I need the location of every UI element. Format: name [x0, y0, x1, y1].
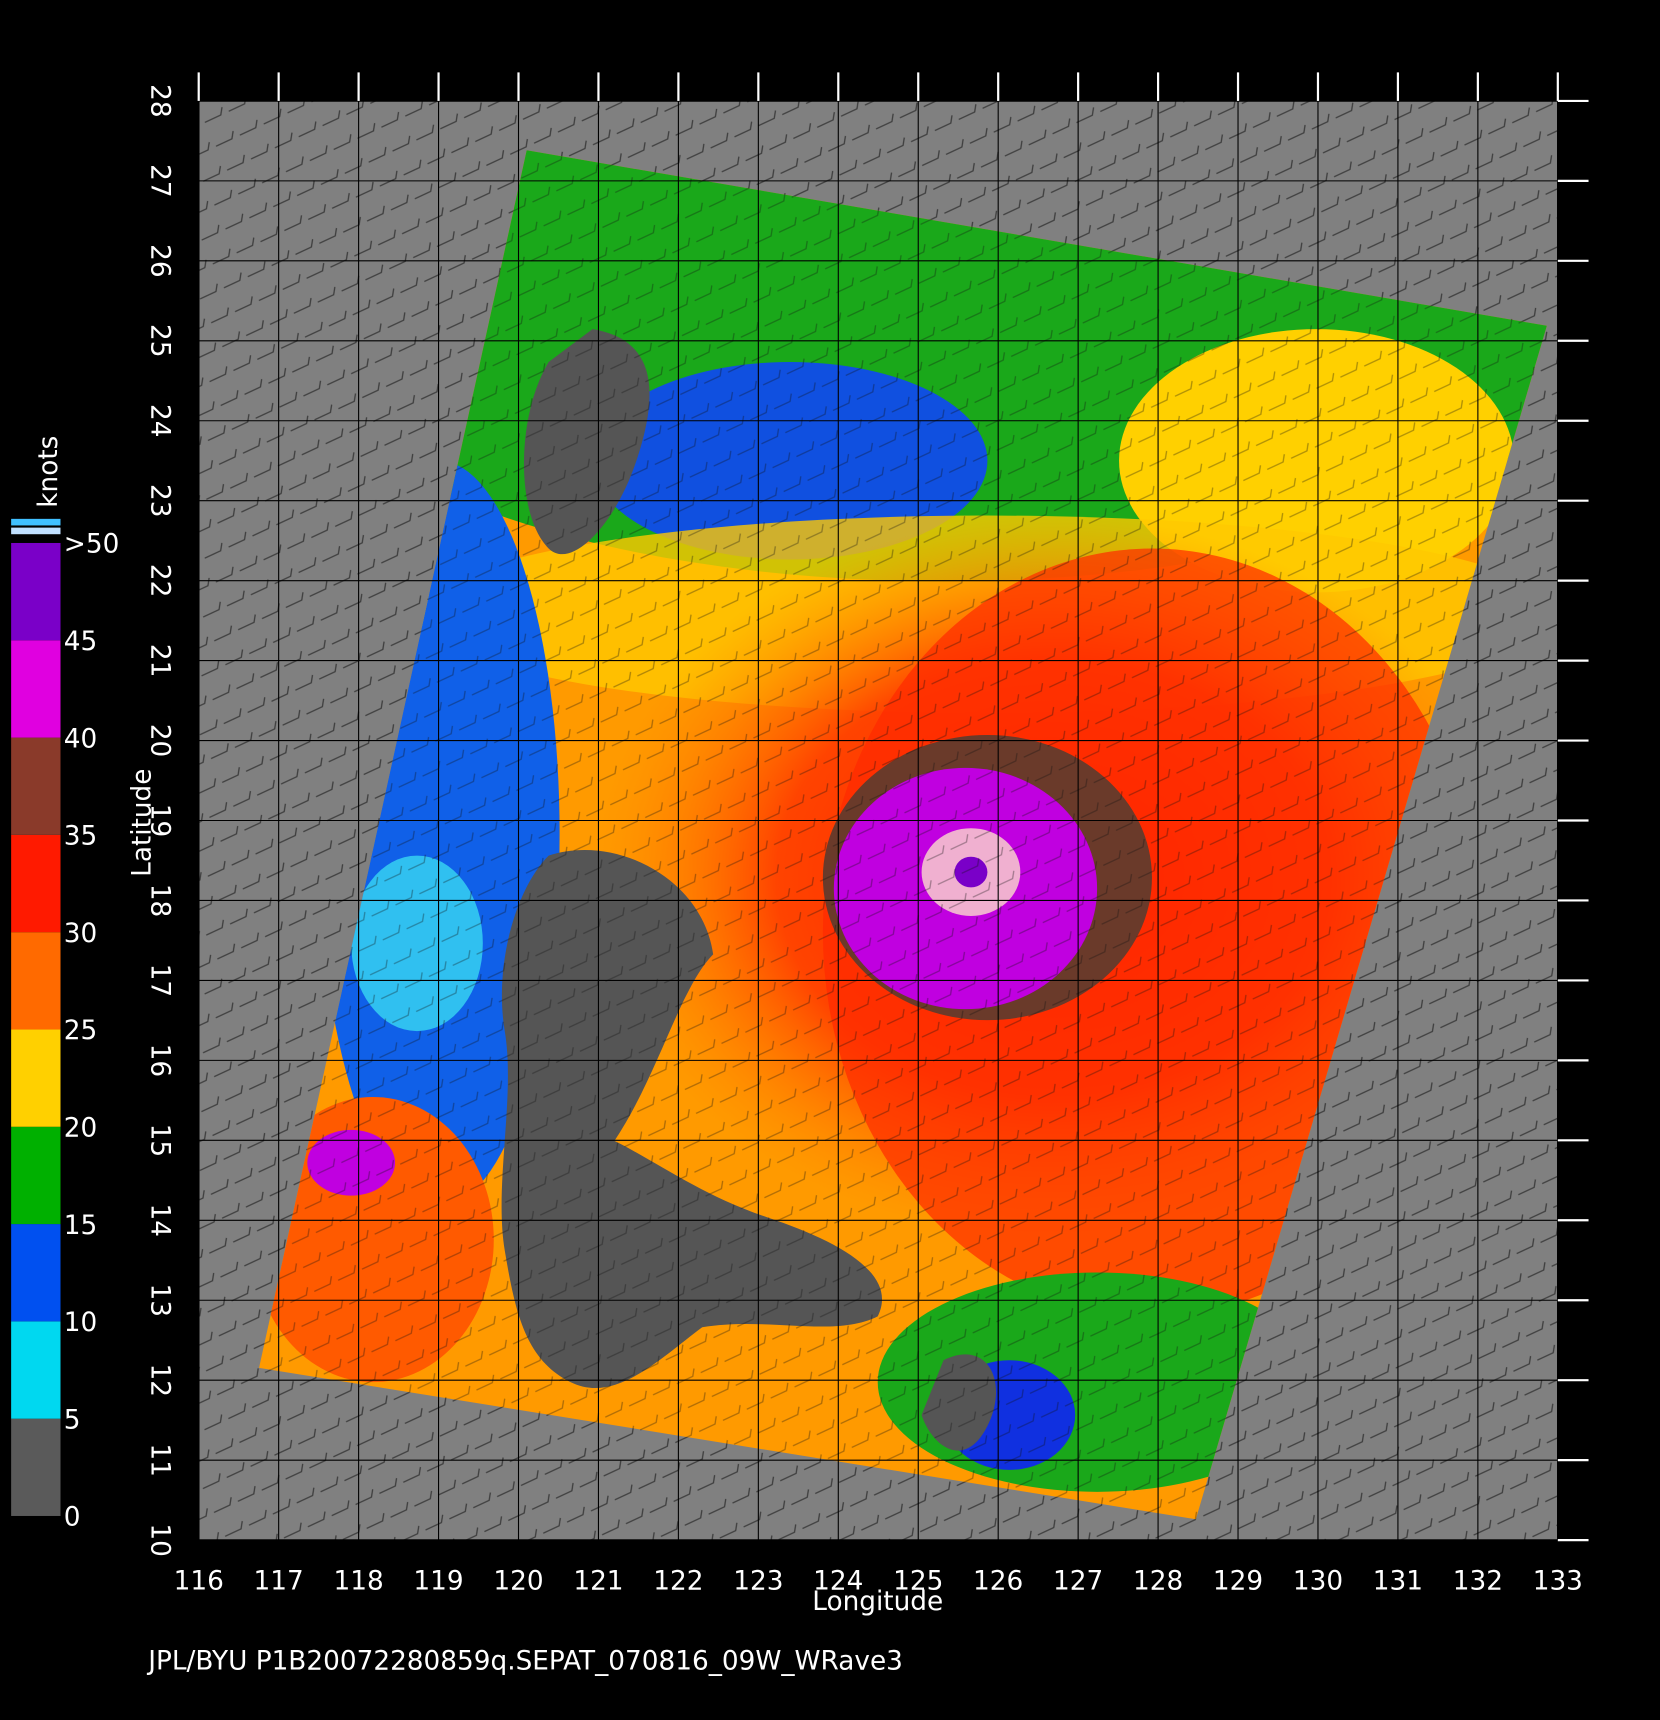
y-tick-label: 25 [145, 324, 175, 357]
colorbar-tick-label: 35 [64, 822, 97, 852]
colorbar-segment [11, 932, 61, 1030]
y-tick-label: 15 [145, 1124, 175, 1157]
y-tick-label: 28 [145, 84, 175, 117]
colorbar-tick-label: 15 [64, 1211, 97, 1241]
y-tick-label: 23 [145, 484, 175, 517]
y-tick-label: 10 [145, 1523, 175, 1556]
x-tick-label: 119 [413, 1566, 463, 1596]
colorbar-tick-label: 0 [64, 1503, 81, 1533]
colorbar-tick-label: 10 [64, 1308, 97, 1338]
colorbar-tick-label: 40 [64, 724, 97, 754]
x-tick-label: 123 [733, 1566, 783, 1596]
y-axis-label: Latitude [127, 769, 157, 877]
colorbar-tick-label: 5 [64, 1405, 81, 1435]
colorbar-top [11, 518, 61, 526]
y-tick-label: 27 [145, 164, 175, 197]
x-tick-label: 124 [813, 1566, 863, 1596]
x-tick-label: 130 [1293, 1566, 1343, 1596]
y-tick-label: 17 [145, 964, 175, 997]
x-tick-label: 127 [1053, 1566, 1103, 1596]
x-tick-label: 126 [973, 1566, 1023, 1596]
colorbar-tick-label: 20 [64, 1113, 97, 1143]
colorbar-segment [11, 1418, 61, 1516]
colorbar-segment [11, 640, 61, 738]
x-axis-label: Longitude [812, 1587, 943, 1617]
colorbar-segment [11, 1224, 61, 1322]
y-tick-label: 13 [145, 1283, 175, 1316]
colorbar-label: knots [34, 436, 64, 508]
colorbar-tick-label: >50 [64, 530, 120, 560]
x-tick-label: 122 [653, 1566, 703, 1596]
colorbar-segment [11, 1321, 61, 1419]
colorbar-segment [11, 1029, 61, 1127]
y-tick-label: 22 [145, 564, 175, 597]
x-tick-label: 132 [1453, 1566, 1503, 1596]
colorbar-segment [11, 1126, 61, 1225]
y-tick-label: 18 [145, 884, 175, 917]
y-tick-label: 26 [145, 244, 175, 277]
x-tick-label: 118 [333, 1566, 383, 1596]
footer: JPL/BYU P1B20072280859q.SEPAT_070816_09W… [146, 1646, 903, 1676]
y-tick-label: 20 [145, 724, 175, 757]
colorbar-tick-label: 25 [64, 1016, 97, 1046]
y-tick-label: 21 [145, 644, 175, 677]
x-tick-label: 133 [1533, 1566, 1583, 1596]
colorbar-tick-label: 45 [64, 627, 97, 657]
x-tick-label: 117 [254, 1566, 304, 1596]
x-tick-label: 121 [573, 1566, 623, 1596]
y-tick-label: 24 [145, 404, 175, 437]
y-tick-label: 14 [145, 1204, 175, 1237]
x-tick-label: 120 [493, 1566, 543, 1596]
wind-swath [259, 150, 1547, 1520]
y-tick-label: 11 [145, 1443, 175, 1476]
colorbar-segment [11, 834, 61, 933]
colorbar-top [11, 527, 61, 535]
colorbar-tick-label: 30 [64, 919, 97, 949]
colorbar-segment [11, 542, 61, 641]
x-tick-label: 116 [174, 1566, 224, 1596]
x-tick-label: 128 [1133, 1566, 1183, 1596]
x-tick-label: 131 [1373, 1566, 1423, 1596]
y-tick-label: 16 [145, 1044, 175, 1077]
colorbar-segment [11, 737, 61, 835]
x-tick-label: 125 [893, 1566, 943, 1596]
x-tick-label: 129 [1213, 1566, 1263, 1596]
y-tick-label: 19 [145, 804, 175, 837]
y-tick-label: 12 [145, 1363, 175, 1396]
